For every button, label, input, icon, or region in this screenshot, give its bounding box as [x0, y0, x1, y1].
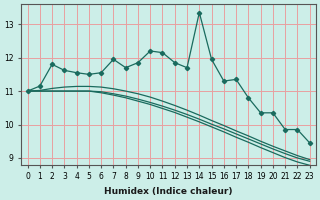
- X-axis label: Humidex (Indice chaleur): Humidex (Indice chaleur): [104, 187, 233, 196]
